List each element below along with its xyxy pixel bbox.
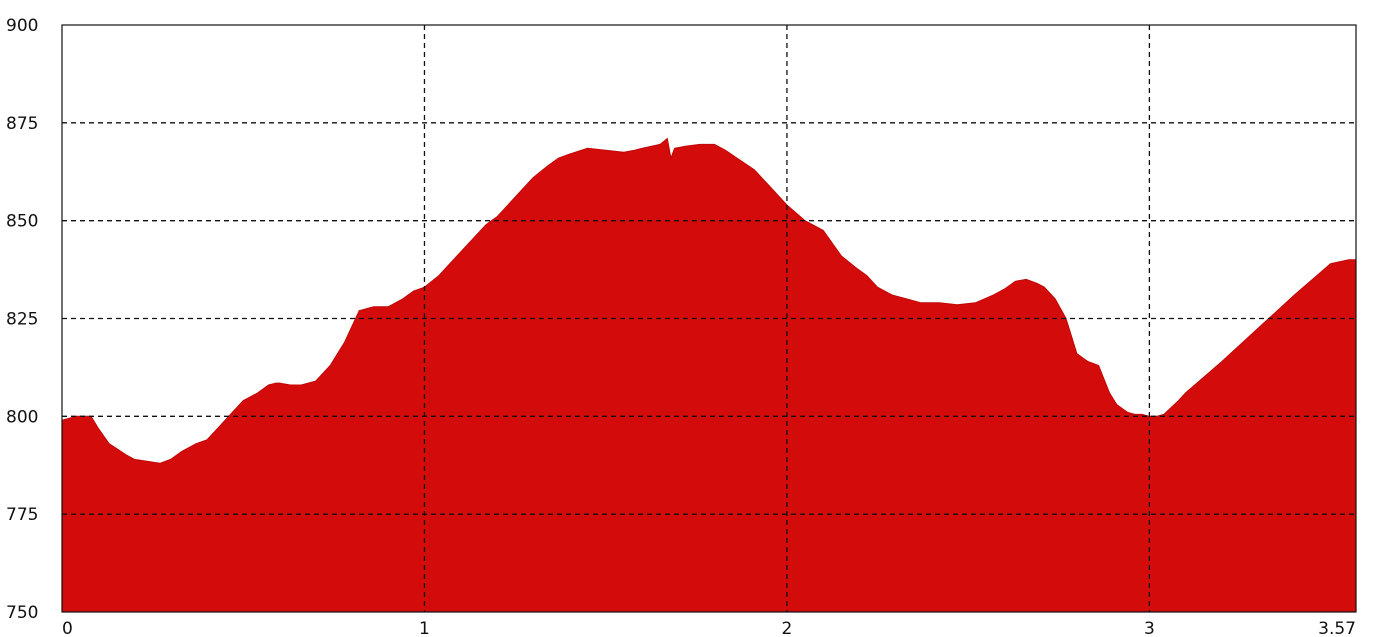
x-tick-label: 1 bbox=[419, 619, 430, 637]
y-axis-tick-labels: 750 775 800 825 850 875 900 bbox=[6, 16, 38, 623]
x-tick-label: 2 bbox=[782, 619, 793, 637]
x-axis-tick-labels: 0 1 2 3 3.57 bbox=[62, 619, 1356, 637]
x-tick-label: 0 bbox=[62, 619, 73, 637]
grid-lines bbox=[62, 25, 1356, 612]
y-tick-label: 800 bbox=[6, 407, 38, 427]
x-tick-label: 3 bbox=[1144, 619, 1155, 637]
y-tick-label: 850 bbox=[6, 212, 38, 232]
y-tick-label: 900 bbox=[6, 16, 38, 36]
y-tick-label: 875 bbox=[6, 114, 38, 134]
elevation-area bbox=[61, 137, 1357, 613]
plot-frame bbox=[61, 24, 1357, 613]
x-tick-label: 3.57 bbox=[1318, 619, 1356, 637]
y-tick-label: 775 bbox=[6, 505, 38, 525]
y-tick-label: 750 bbox=[6, 603, 38, 623]
y-tick-label: 825 bbox=[6, 310, 38, 330]
